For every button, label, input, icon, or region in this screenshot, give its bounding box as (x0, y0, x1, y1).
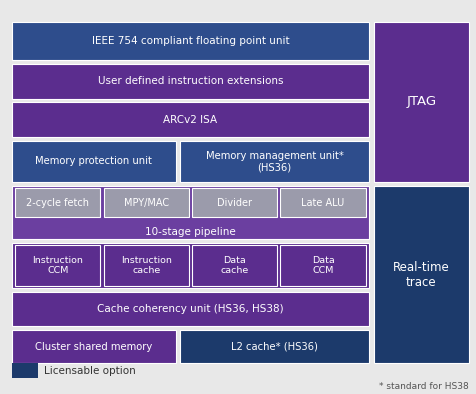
Text: * standard for HS38: * standard for HS38 (379, 383, 469, 391)
Text: 2-cycle fetch: 2-cycle fetch (26, 197, 89, 208)
Bar (280, 188, 366, 217)
Bar (192, 188, 277, 217)
Bar (192, 245, 277, 286)
Bar (104, 188, 188, 217)
Bar (280, 245, 366, 286)
Bar (12, 292, 369, 326)
Bar (15, 245, 100, 286)
Text: ARCv2 ISA: ARCv2 ISA (163, 115, 218, 125)
Text: Real-time
trace: Real-time trace (393, 260, 450, 289)
Text: Memory management unit*
(HS36): Memory management unit* (HS36) (206, 151, 344, 172)
Text: L2 cache* (HS36): L2 cache* (HS36) (231, 342, 318, 351)
Text: 10-stage pipeline: 10-stage pipeline (145, 227, 236, 237)
Bar (12, 141, 176, 182)
Bar (12, 102, 369, 137)
Text: Data
CCM: Data CCM (312, 256, 335, 275)
Bar (180, 141, 369, 182)
Bar (180, 330, 369, 363)
Bar (15, 188, 100, 217)
Text: Licensable option: Licensable option (44, 366, 136, 376)
Text: Instruction
cache: Instruction cache (121, 256, 172, 275)
Bar (374, 186, 469, 363)
Text: Late ALU: Late ALU (301, 197, 345, 208)
Text: Instruction
CCM: Instruction CCM (32, 256, 83, 275)
Text: IEEE 754 compliant floating point unit: IEEE 754 compliant floating point unit (91, 36, 289, 46)
Text: User defined instruction extensions: User defined instruction extensions (98, 76, 283, 86)
Bar (12, 186, 369, 239)
Text: Cache coherency unit (HS36, HS38): Cache coherency unit (HS36, HS38) (97, 304, 284, 314)
Bar (374, 22, 469, 182)
Bar (12, 64, 369, 98)
Text: Cluster shared memory: Cluster shared memory (35, 342, 152, 351)
Bar (12, 330, 176, 363)
Text: Data
cache: Data cache (220, 256, 249, 275)
Bar (12, 363, 38, 378)
Bar (104, 245, 188, 286)
Text: Memory protection unit: Memory protection unit (35, 156, 152, 166)
Text: Divider: Divider (217, 197, 252, 208)
Bar (12, 22, 369, 60)
Bar (12, 243, 369, 288)
Text: JTAG: JTAG (406, 95, 436, 108)
Text: MPY/MAC: MPY/MAC (124, 197, 169, 208)
